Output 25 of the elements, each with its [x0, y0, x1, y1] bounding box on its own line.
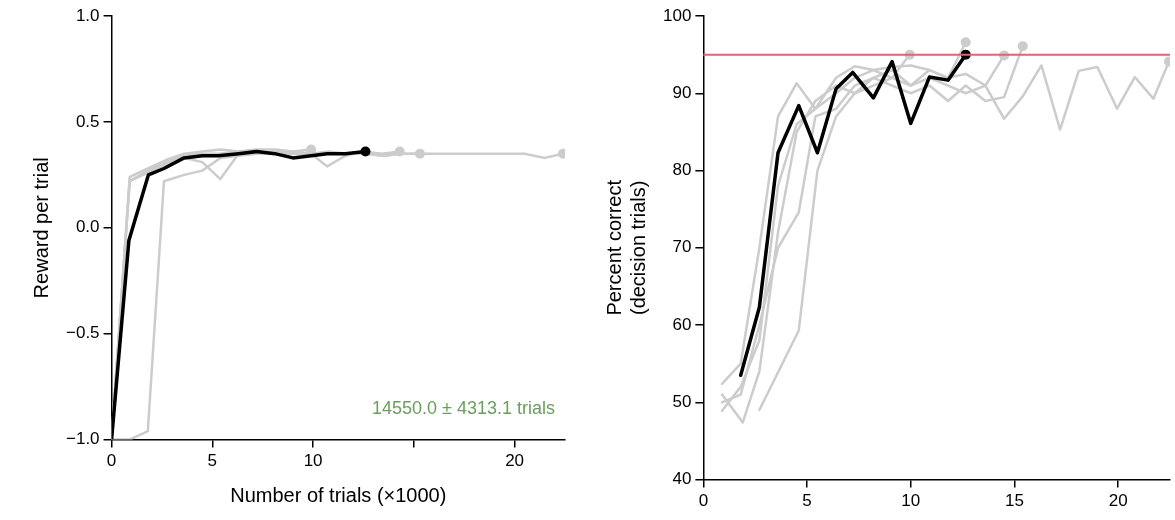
x-tick-label: 15 [1004, 491, 1024, 511]
y-tick-label: 0.0 [75, 217, 100, 237]
y-tick-label: 40 [672, 469, 692, 489]
x-tick-label: 5 [207, 451, 218, 471]
x-tick-label: 20 [1108, 491, 1128, 511]
y-axis-title: Reward per trial [29, 157, 52, 299]
x-tick-label: 10 [901, 491, 921, 511]
y-tick-label: 100 [662, 5, 692, 25]
y-tick-label: 90 [672, 82, 692, 102]
y-tick-label: 50 [672, 392, 692, 412]
y-tick-label: −1.0 [66, 429, 100, 449]
x-tick-label: 20 [505, 451, 525, 471]
x-tick-label: 0 [106, 451, 117, 471]
y-tick-label: 80 [672, 160, 692, 180]
y-axis-title: Percent correct (decision trials) [602, 179, 649, 316]
x-tick-label: 10 [303, 451, 323, 471]
y-tick-label: 60 [672, 314, 692, 334]
y-tick-label: 70 [672, 237, 692, 257]
x-tick-label: 0 [698, 491, 709, 511]
x-tick-label: 5 [802, 491, 812, 511]
x-axis-title: Number of trials (×1000) [230, 483, 447, 506]
y-tick-label: −0.5 [66, 323, 100, 343]
y-tick-label: 1.0 [75, 5, 100, 25]
y-tick-label: 0.5 [75, 111, 100, 131]
annotation: 14550.0 ± 4313.1 trials [371, 397, 555, 418]
